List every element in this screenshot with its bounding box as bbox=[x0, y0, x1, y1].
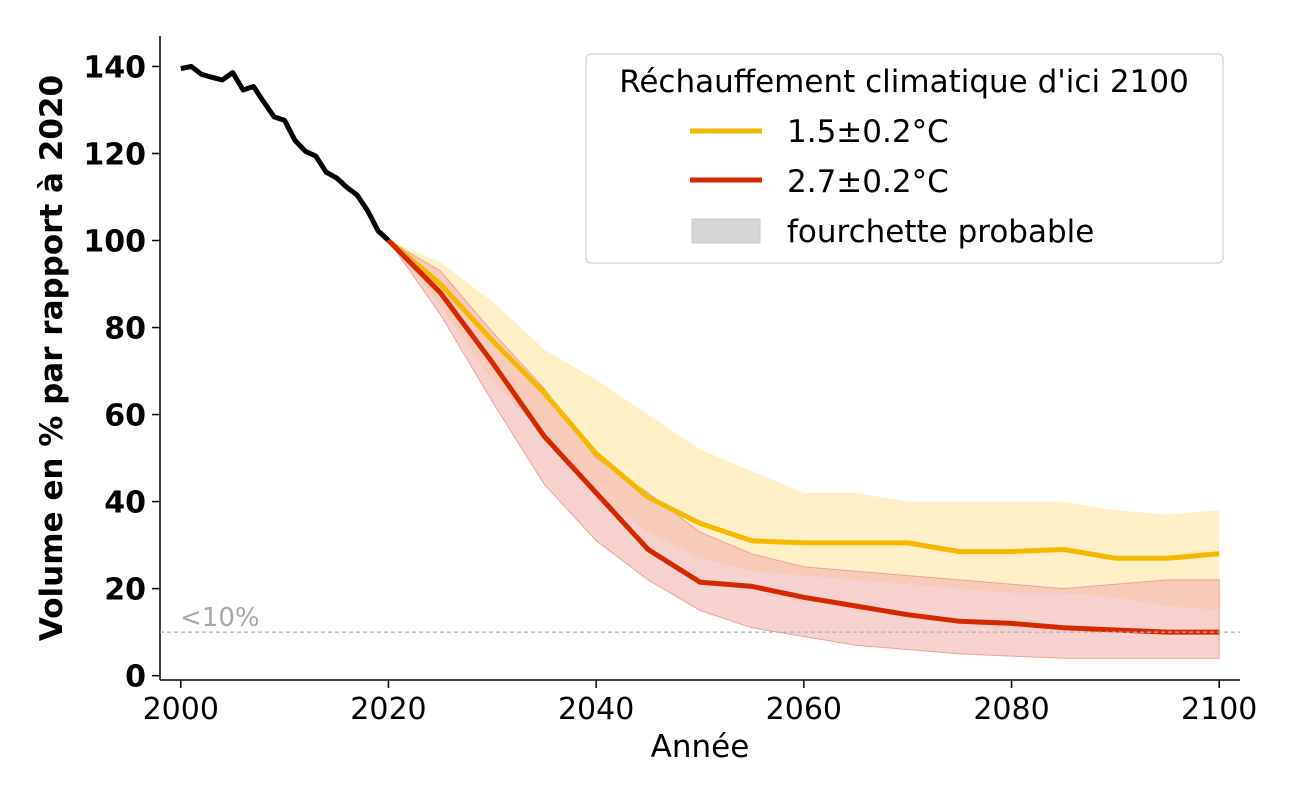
y-tick-label: 40 bbox=[104, 486, 146, 521]
legend-title: Réchauffement climatique d'ici 2100 bbox=[619, 64, 1189, 100]
line-1-5 bbox=[386, 238, 1220, 561]
x-axis-label: Année bbox=[651, 729, 750, 765]
x-tick-label: 2040 bbox=[558, 692, 634, 727]
legend: Réchauffement climatique d'ici 2100 1.5±… bbox=[585, 53, 1224, 264]
y-tick-label: 140 bbox=[83, 50, 146, 85]
legend-box bbox=[585, 53, 1224, 264]
x-tick-label: 2060 bbox=[766, 692, 842, 727]
band-1-5 bbox=[388, 240, 1220, 611]
legend-swatch-range bbox=[691, 218, 761, 244]
line-2-7 bbox=[386, 238, 1220, 635]
y-tick-label: 100 bbox=[83, 225, 146, 260]
legend-label-1-5: 1.5±0.2°C bbox=[787, 114, 949, 150]
legend-label-2-7: 2.7±0.2°C bbox=[787, 164, 949, 200]
line-historical bbox=[180, 64, 391, 243]
x-tick-label: 2000 bbox=[143, 692, 219, 727]
y-tick-label: 60 bbox=[104, 399, 146, 434]
y-tick-label: 20 bbox=[104, 573, 146, 608]
y-axis-label: Volume en % par rapport à 2020 bbox=[34, 75, 70, 641]
threshold-label: <10% bbox=[180, 603, 260, 633]
x-tick-label: 2080 bbox=[973, 692, 1049, 727]
legend-label-range: fourchette probable bbox=[787, 214, 1094, 250]
x-tick-label: 2020 bbox=[350, 692, 426, 727]
series-lines bbox=[180, 64, 1220, 635]
y-tick-label: 120 bbox=[83, 137, 146, 172]
y-tick-label: 80 bbox=[104, 312, 146, 347]
axes bbox=[159, 36, 1240, 681]
x-tick-label: 2100 bbox=[1181, 692, 1257, 727]
y-tick-label: 0 bbox=[125, 660, 146, 695]
